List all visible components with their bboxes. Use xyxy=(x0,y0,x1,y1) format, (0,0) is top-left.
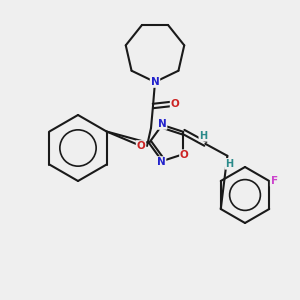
Text: H: H xyxy=(199,131,207,141)
Text: F: F xyxy=(271,176,278,186)
Text: O: O xyxy=(136,141,146,151)
Text: O: O xyxy=(180,150,189,160)
Text: H: H xyxy=(225,159,233,169)
Text: N: N xyxy=(151,77,159,87)
Text: N: N xyxy=(157,157,166,167)
Text: N: N xyxy=(158,119,167,129)
Text: O: O xyxy=(171,99,179,109)
